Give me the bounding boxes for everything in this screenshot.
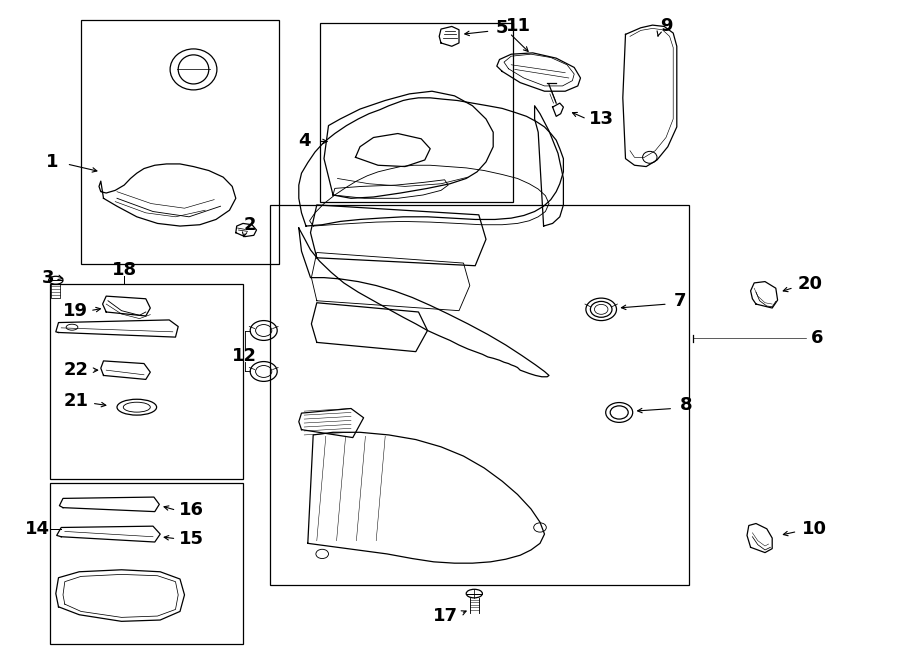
Text: 8: 8	[680, 395, 692, 414]
Text: 17: 17	[433, 607, 458, 625]
Bar	[270, 205, 688, 585]
Text: 3: 3	[41, 268, 54, 287]
Text: 2: 2	[244, 215, 256, 234]
Bar	[50, 284, 243, 479]
Text: 22: 22	[64, 361, 89, 379]
Bar	[81, 20, 279, 264]
Text: 13: 13	[589, 110, 614, 128]
Text: 19: 19	[63, 301, 88, 320]
Text: 21: 21	[64, 392, 89, 410]
Text: 11: 11	[506, 17, 531, 36]
Text: 14: 14	[25, 520, 50, 538]
Text: 10: 10	[802, 520, 827, 538]
Text: 16: 16	[179, 501, 204, 520]
Text: 18: 18	[112, 260, 137, 279]
Text: 20: 20	[797, 275, 823, 293]
Text: 9: 9	[660, 17, 672, 36]
Text: 12: 12	[232, 346, 257, 365]
Text: 4: 4	[298, 132, 310, 151]
Text: 5: 5	[496, 19, 508, 37]
Text: 15: 15	[179, 529, 204, 548]
Bar	[50, 483, 243, 644]
Bar	[320, 23, 513, 202]
Text: 7: 7	[674, 292, 687, 310]
Text: 1: 1	[46, 153, 58, 171]
Text: 6: 6	[811, 329, 824, 348]
